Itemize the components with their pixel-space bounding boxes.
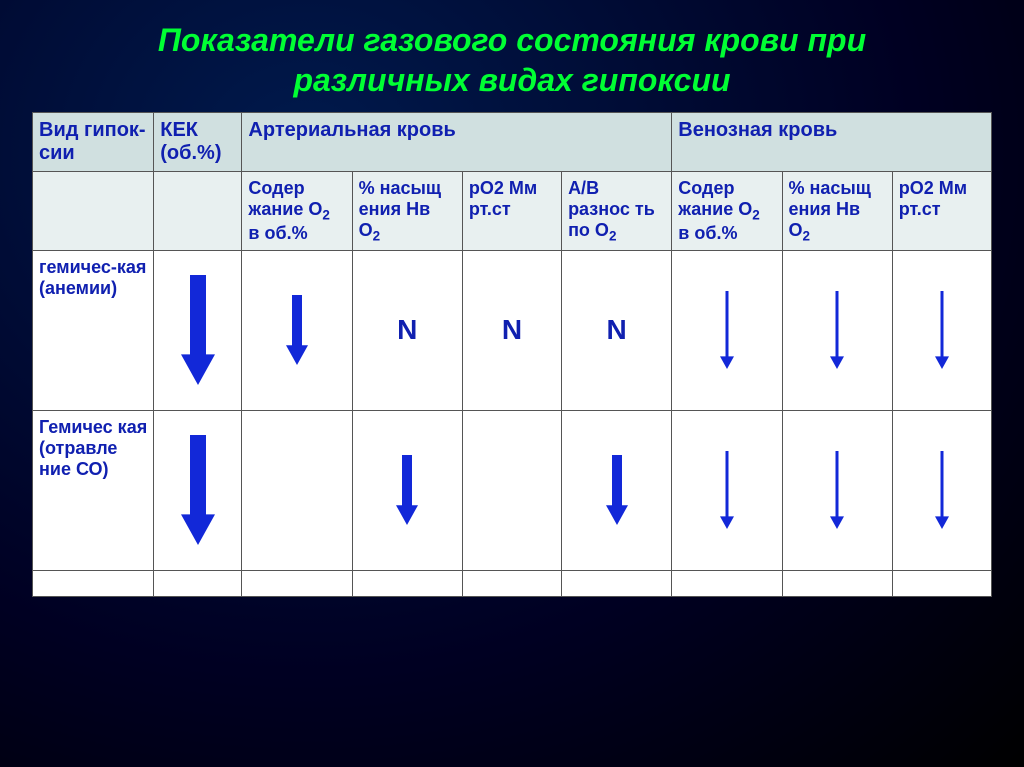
r1c2 [242,250,352,410]
r1c3: N [352,250,462,410]
row-bottom-strip [33,570,992,596]
sub-empty-2 [154,172,242,251]
r2c1 [154,410,242,570]
r2c8 [892,410,991,570]
hdr-type: Вид гипок-сии [33,113,154,172]
sub-av-diff: А/В разнос ть по О2 [562,172,672,251]
sub-a-po2: рО2 Мм рт.ст [462,172,561,251]
title-line2: различных видах гипоксии [293,62,730,98]
row-co: Гемичес кая (отравле ние СО) [33,410,992,570]
r2c2 [242,410,352,570]
r1c5: N [562,250,672,410]
hdr-venous: Венозная кровь [672,113,992,172]
sub-empty-1 [33,172,154,251]
r1c8 [892,250,991,410]
sub-v-sat: % насыщ ения Нв О2 [782,172,892,251]
r1c6 [672,250,782,410]
r2c7 [782,410,892,570]
r1c1 [154,250,242,410]
r2c3 [352,410,462,570]
r1c7 [782,250,892,410]
sub-a-sat: % насыщ ения Нв О2 [352,172,462,251]
hdr-arterial: Артериальная кровь [242,113,672,172]
r2c5 [562,410,672,570]
sub-a-content: Содер жание О2 в об.% [242,172,352,251]
r2c6 [672,410,782,570]
r2c4 [462,410,561,570]
row-co-label: Гемичес кая (отравле ние СО) [33,410,154,570]
r1c4: N [462,250,561,410]
row-anemia-label: гемичес-кая (анемии) [33,250,154,410]
row-anemia: гемичес-кая (анемии) N N N [33,250,992,410]
title-line1: Показатели газового состояния крови при [158,22,866,58]
sub-v-po2: рО2 Мм рт.ст [892,172,991,251]
sub-v-content: Содер жание О2 в об.% [672,172,782,251]
hdr-kek: КЕК (об.%) [154,113,242,172]
gas-state-table: Вид гипок-сии КЕК (об.%) Артериальная кр… [32,112,992,597]
